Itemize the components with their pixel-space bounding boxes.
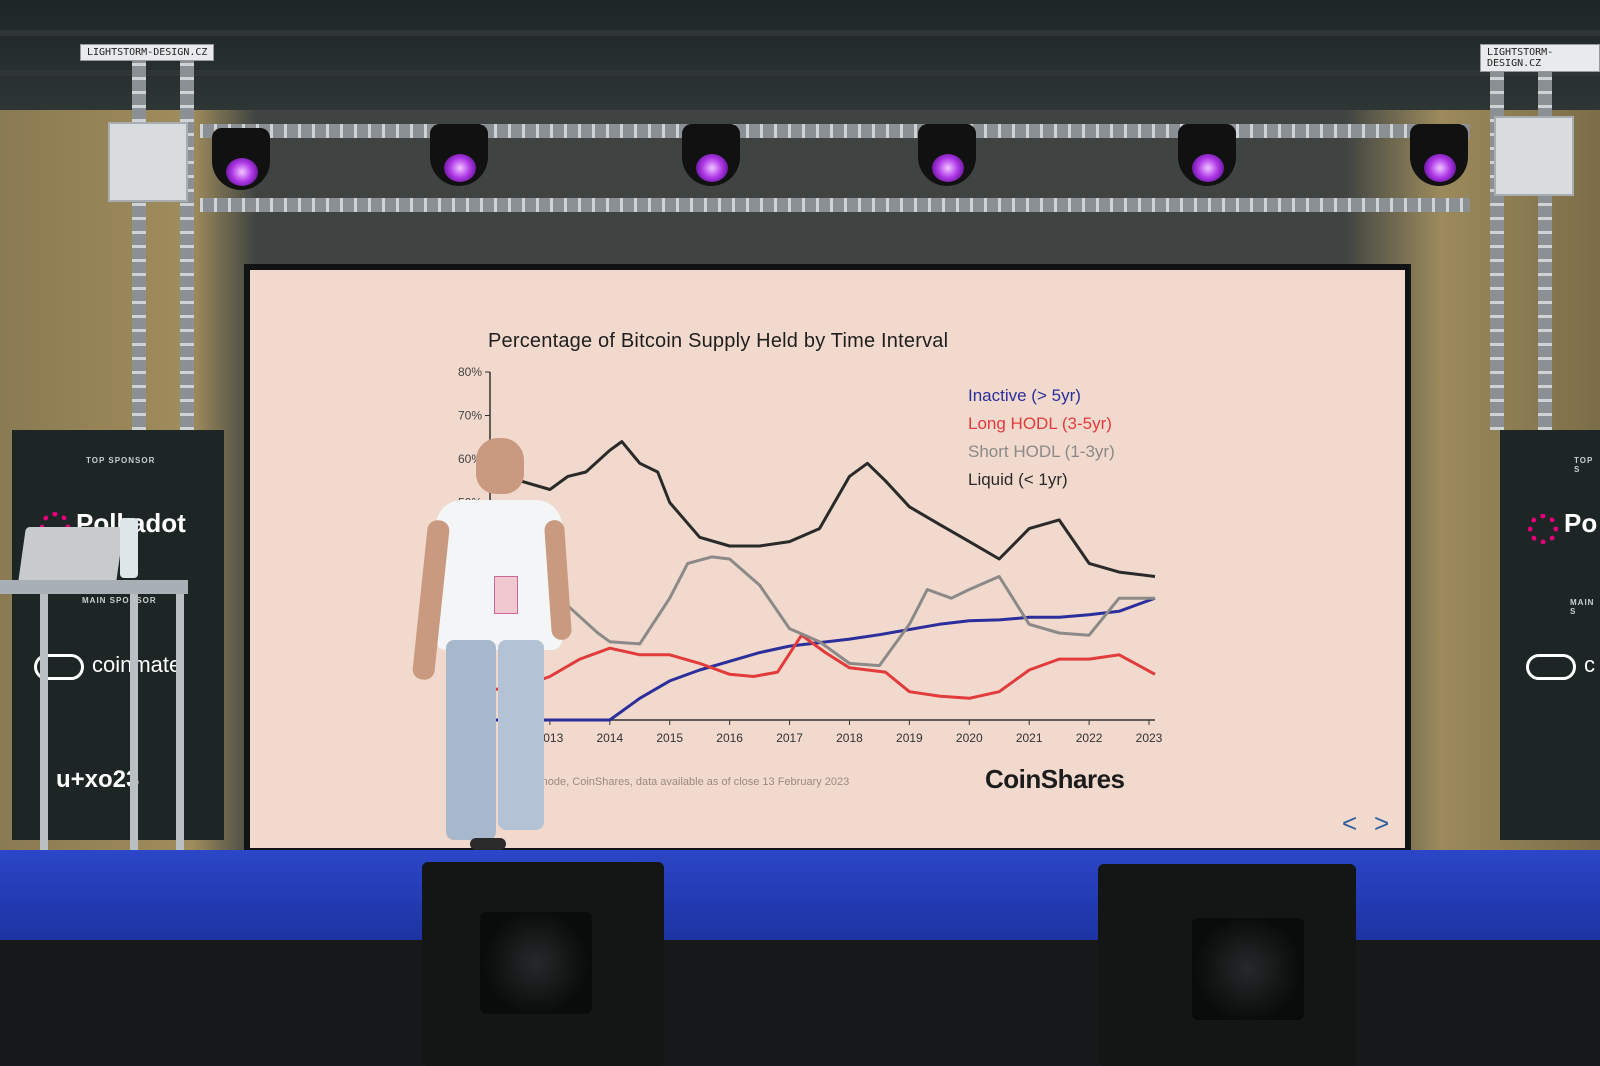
x-tick-label: 2018 xyxy=(836,731,863,745)
laptop xyxy=(18,527,124,583)
banner-caption: TOP SPONSOR xyxy=(86,456,156,465)
banner-caption: MAIN SPONSOR xyxy=(82,596,157,605)
presenter-shoe xyxy=(470,838,506,850)
stage-monitor-left xyxy=(422,862,664,1066)
series-line xyxy=(490,596,1156,722)
truss-top xyxy=(200,124,1470,138)
x-tick-label: 2017 xyxy=(776,731,803,745)
truss-pillar-left xyxy=(132,60,146,430)
ceiling-beam xyxy=(0,30,1600,36)
rig-sign-right: LIGHTSTORM-DESIGN.CZ xyxy=(1480,44,1600,72)
chart-lines xyxy=(489,440,1156,722)
x-tick-label: 2021 xyxy=(1016,731,1043,745)
stage-light xyxy=(1410,124,1468,186)
chart-axes: 80%70%60%50%2013201420152016201720182019… xyxy=(458,365,1163,745)
x-tick-label: 2015 xyxy=(656,731,683,745)
stage-light xyxy=(1178,124,1236,186)
x-tick-label: 2019 xyxy=(896,731,923,745)
source-note: s Glassnode, CoinShares, data available … xyxy=(505,776,850,788)
speaker-cone xyxy=(480,912,592,1014)
presenter-head xyxy=(476,438,524,494)
chart-title: Percentage of Bitcoin Supply Held by Tim… xyxy=(488,330,949,352)
event-logo: u+xo23 xyxy=(56,766,140,793)
lectern-leg xyxy=(176,594,184,894)
truss-corner-right xyxy=(1494,116,1574,196)
coinmate-logo-icon xyxy=(1526,654,1576,680)
series-line xyxy=(489,440,1156,578)
coinmate-brand: c xyxy=(1584,652,1595,677)
stage-light xyxy=(918,124,976,186)
lectern-leg xyxy=(130,594,138,884)
water-bottle xyxy=(120,518,138,578)
banner-caption: TOP S xyxy=(1574,456,1594,474)
stage-front xyxy=(0,940,1600,1066)
presenter-shirt xyxy=(436,500,562,650)
legend-item: Inactive (> 5yr) xyxy=(968,386,1081,405)
truss-bottom xyxy=(200,198,1470,212)
x-tick-label: 2016 xyxy=(716,731,743,745)
stage-light xyxy=(430,124,488,186)
coinmate-logo-icon xyxy=(34,654,84,680)
x-tick-label: 2014 xyxy=(596,731,623,745)
stage-light xyxy=(682,124,740,186)
legend-item: Short HODL (1-3yr) xyxy=(968,442,1115,461)
truss-corner-left xyxy=(108,122,188,202)
coinshares-logo: CoinShares xyxy=(985,764,1125,794)
presenter-badge xyxy=(494,576,518,614)
chart-legend: Inactive (> 5yr) Long HODL (3-5yr) Short H… xyxy=(968,386,1115,489)
lectern-leg xyxy=(40,594,48,894)
legend-item: Long HODL (3-5yr) xyxy=(968,414,1112,433)
stage-light xyxy=(212,128,270,190)
lectern-top xyxy=(0,580,188,594)
truss-pillar-left xyxy=(180,60,194,430)
y-tick-label: 70% xyxy=(458,409,482,423)
legend-item: Liquid (< 1yr) xyxy=(968,470,1068,489)
banner-caption: MAIN S xyxy=(1570,598,1595,616)
x-tick-label: 2023 xyxy=(1136,731,1163,745)
series-line xyxy=(489,555,1155,668)
sponsor-banner-right: TOP S Po MAIN S c xyxy=(1500,430,1600,840)
presenter-leg xyxy=(498,640,544,830)
stage-floor xyxy=(0,850,1600,940)
stage-monitor-right xyxy=(1098,864,1356,1066)
x-tick-label: 2022 xyxy=(1076,731,1103,745)
x-tick-label: 2020 xyxy=(956,731,983,745)
rig-sign-left: LIGHTSTORM-DESIGN.CZ xyxy=(80,44,215,61)
slide-prev-button[interactable]: < xyxy=(1342,808,1358,838)
presenter-leg xyxy=(446,640,496,840)
ceiling-beam xyxy=(0,70,1600,76)
ceiling xyxy=(0,0,1600,110)
y-tick-label: 80% xyxy=(458,365,482,379)
series-line xyxy=(489,633,1156,700)
slide-next-button[interactable]: > xyxy=(1374,808,1390,838)
polkadot-brand: Po xyxy=(1564,508,1598,538)
bitcoin-supply-chart: 80%70%60%50%2013201420152016201720182019… xyxy=(458,365,1163,745)
speaker-cone xyxy=(1192,918,1304,1020)
polkadot-logo-icon xyxy=(1528,514,1558,544)
